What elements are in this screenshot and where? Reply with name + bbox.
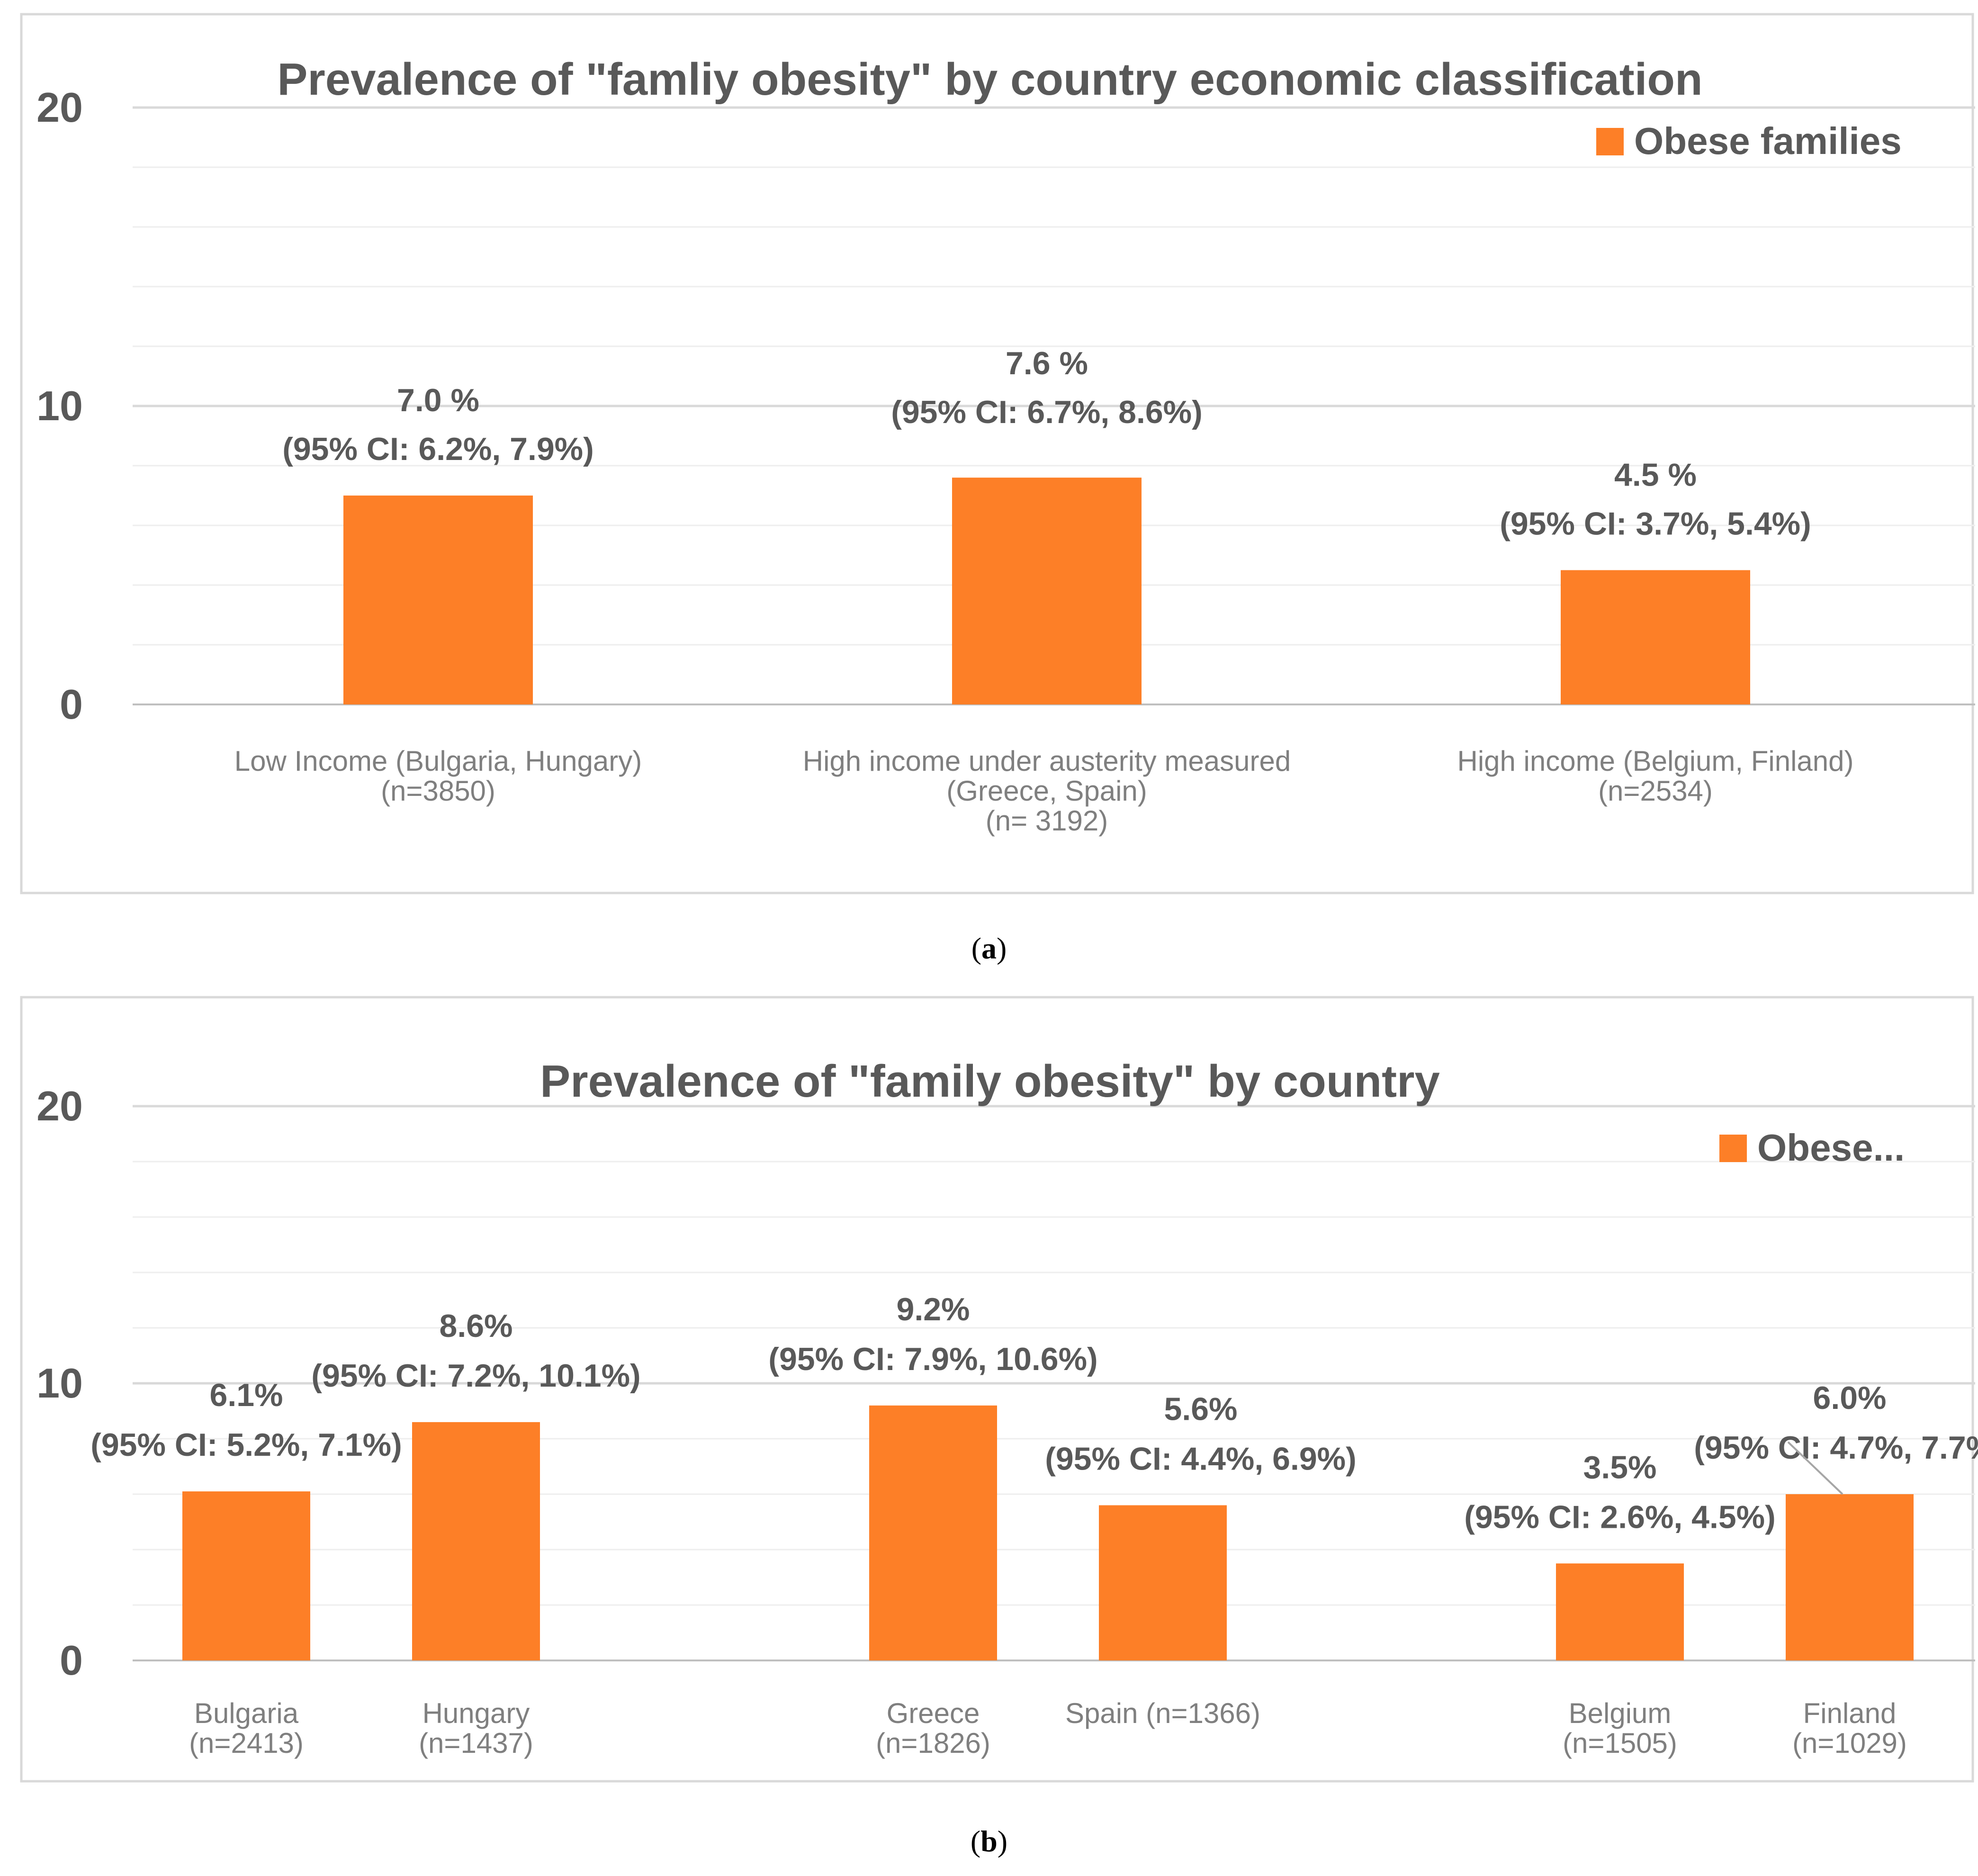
x-category-label: (n= 3192): [986, 805, 1108, 837]
data-label: (95% CI: 4.4%, 6.9%): [1045, 1441, 1357, 1477]
chart-frame: [20, 13, 1974, 894]
data-label: 5.6%: [1164, 1391, 1238, 1427]
caption-a: (a): [971, 931, 1007, 965]
chart-title: Prevalence of "family obesity" by countr…: [540, 1056, 1440, 1107]
y-tick-label: 10: [36, 1360, 83, 1407]
legend-swatch: [1596, 128, 1624, 155]
chart-title: Prevalence of "famliy obesity" by countr…: [277, 54, 1702, 105]
data-label: (95% CI: 6.2%, 7.9%): [282, 431, 594, 467]
data-label: 8.6%: [440, 1308, 513, 1344]
x-category-label: Greece: [887, 1697, 980, 1729]
y-tick-label: 20: [36, 84, 83, 131]
y-tick-label: 20: [36, 1082, 83, 1129]
x-category-label: (n=1505): [1563, 1727, 1677, 1759]
bar: [1786, 1494, 1914, 1660]
x-category-label: (n=1029): [1792, 1727, 1907, 1759]
data-label: 4.5 %: [1614, 457, 1697, 493]
bar: [952, 478, 1142, 704]
x-category-label: (Greece, Spain): [946, 775, 1147, 807]
data-label: 7.6 %: [1006, 345, 1088, 381]
data-label: (95% CI: 7.9%, 10.6%): [768, 1341, 1097, 1377]
data-label: (95% CI: 6.7%, 8.6%): [891, 394, 1203, 430]
chart-a: 0 10 20 Prevalence of "famliy obesity" by c…: [20, 13, 1975, 894]
x-category-label: (n=2413): [189, 1727, 304, 1759]
x-category-label: Spain (n=1366): [1065, 1697, 1260, 1729]
bar: [1556, 1563, 1684, 1660]
data-label: 3.5%: [1583, 1449, 1657, 1485]
data-label: (95% CI: 5.2%, 7.1%): [90, 1427, 402, 1463]
bar: [869, 1405, 997, 1660]
bar: [1099, 1505, 1227, 1660]
data-label: (95% CI: 4.7%, 7.7%): [1694, 1430, 1978, 1466]
legend-label: Obese families: [1634, 120, 1902, 162]
data-label: 6.0%: [1813, 1380, 1887, 1416]
data-label: (95% CI: 2.6%, 4.5%): [1464, 1499, 1776, 1535]
x-category-label: Hungary: [423, 1697, 530, 1729]
x-category-label: Low Income (Bulgaria, Hungary): [234, 745, 642, 777]
data-label: 9.2%: [897, 1291, 970, 1327]
bar: [343, 496, 533, 704]
data-label: 7.0 %: [397, 382, 479, 418]
data-label: 6.1%: [210, 1377, 283, 1413]
x-category-label: High income under austerity measured: [803, 745, 1291, 777]
x-category-label: (n=1437): [419, 1727, 533, 1759]
bar: [1561, 570, 1750, 704]
x-category-label: High income (Belgium, Finland): [1457, 745, 1853, 777]
x-category-label: (n=3850): [381, 775, 495, 807]
x-category-label: Bulgaria: [194, 1697, 299, 1729]
x-category-label: (n=2534): [1598, 775, 1713, 807]
x-category-label: (n=1826): [876, 1727, 990, 1759]
x-category-label: Belgium: [1569, 1697, 1672, 1729]
bar: [412, 1422, 540, 1660]
chart-b: 0 10 20 Prevalence of "family obesity" by c…: [20, 996, 1978, 1783]
legend-label: Obese...: [1757, 1127, 1905, 1169]
y-tick-label: 10: [36, 382, 83, 429]
x-category-label: Finland: [1803, 1697, 1897, 1729]
y-tick-label: 0: [60, 681, 83, 728]
leader-line: [1787, 1441, 1843, 1495]
legend-swatch: [1719, 1135, 1747, 1162]
caption-b: (b): [970, 1824, 1008, 1858]
data-label: (95% CI: 7.2%, 10.1%): [311, 1358, 640, 1394]
bar: [182, 1491, 310, 1660]
y-tick-label: 0: [60, 1637, 83, 1684]
data-label: (95% CI: 3.7%, 5.4%): [1500, 506, 1811, 542]
